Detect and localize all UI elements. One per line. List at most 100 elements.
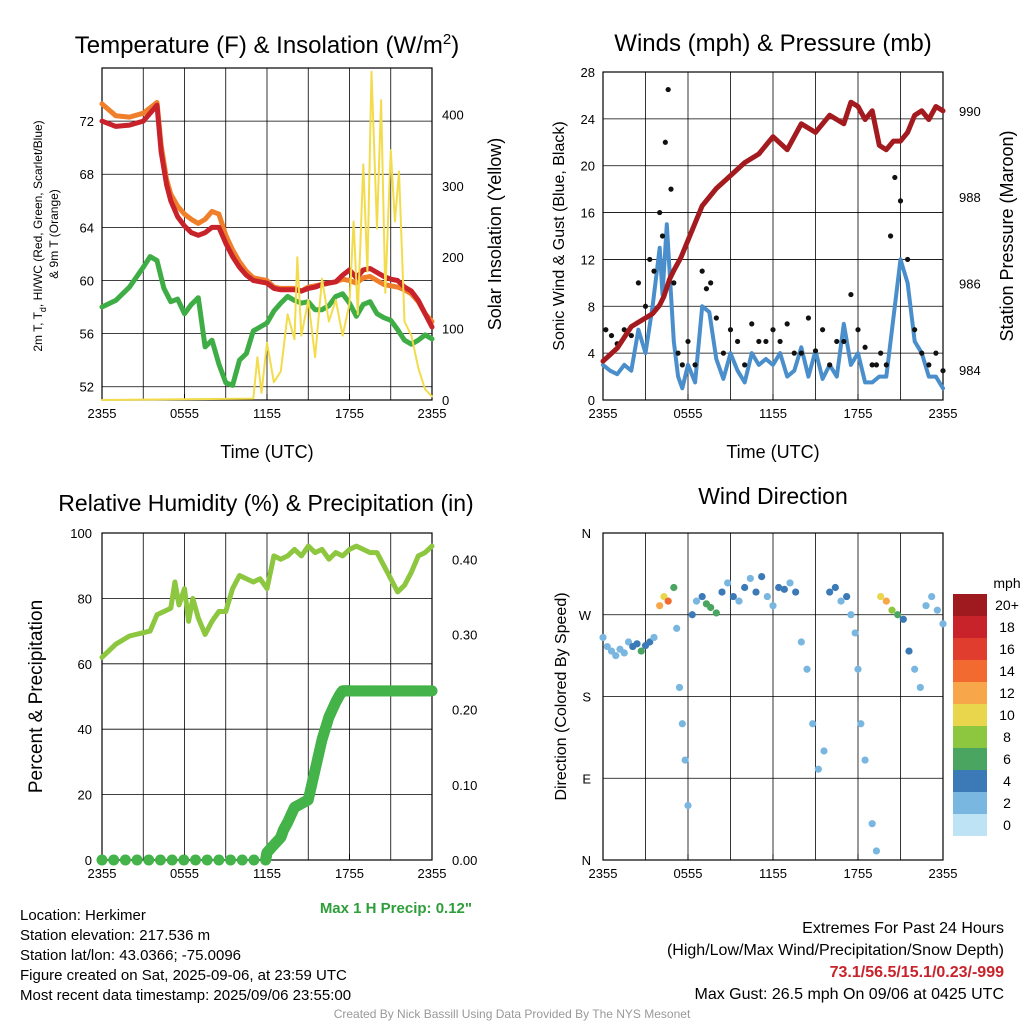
gust-point [608, 332, 615, 339]
y-tick-label: E [582, 771, 591, 786]
colorbar-swatch [953, 594, 987, 616]
gust-point [713, 315, 719, 321]
y2-tick-label: 990 [959, 104, 981, 119]
direction-point [847, 611, 855, 619]
colorbar-swatch [953, 682, 987, 704]
precip-point [213, 854, 225, 866]
chart-title-humidity: Relative Humidity (%) & Precipitation (i… [58, 490, 473, 516]
extremes-title: Extremes For Past 24 Hours [802, 920, 1004, 937]
direction-point [707, 603, 715, 612]
direction-point [786, 579, 794, 587]
gust-point [878, 350, 884, 356]
direction-point [724, 579, 732, 587]
colorbar-label: 0 [1003, 817, 1011, 833]
max-precip-annotation: Max 1 H Precip: 0.12" [320, 900, 472, 917]
colorbar-swatch [953, 726, 987, 748]
title-text: Temperature (F) & Insolation (W/m [75, 32, 443, 59]
gust-point [642, 303, 649, 309]
direction-point [763, 592, 771, 601]
extremes-values: 73.1/56.5/15.1/0.23/-999 [829, 964, 1004, 981]
y-tick-label: S [582, 690, 591, 705]
y2-tick-label: 0.00 [452, 853, 477, 868]
precip-point [225, 854, 237, 866]
direction-point [660, 592, 668, 601]
direction-point [882, 597, 890, 605]
direction-point [922, 602, 930, 610]
gust-point [873, 362, 880, 368]
chart-title-temperature: Temperature (F) & Insolation (W/m2) [75, 31, 459, 59]
gust-point [883, 362, 889, 368]
gust-point [734, 338, 741, 345]
x-tick-label: 0555 [170, 406, 199, 421]
gust-point [827, 362, 833, 368]
y-axis-label: Direction (Colored By Speed) [553, 592, 570, 800]
gust-point [720, 350, 727, 356]
direction-point [854, 665, 862, 673]
direction-point [698, 592, 706, 601]
direction-point [928, 592, 936, 601]
direction-point [857, 720, 865, 728]
direction-point [769, 602, 777, 610]
precip-point [96, 854, 108, 866]
y2-tick-label: 100 [442, 322, 464, 337]
y-tick-label: W [579, 608, 592, 623]
gust-point [679, 362, 685, 368]
relative-humidity-line [99, 543, 435, 660]
y2-tick-label: 988 [959, 190, 981, 205]
x-axis-label: Time (UTC) [726, 442, 819, 462]
colorbar-swatch [953, 814, 987, 836]
gust-point [635, 280, 642, 286]
ylabel-part: , HI/WC (Red, Green, Scarlet/Blue) [31, 120, 45, 307]
direction-point [729, 592, 737, 601]
gust-point [904, 256, 911, 263]
colorbar-label: 16 [999, 641, 1015, 657]
x-tick-label: 1755 [844, 866, 873, 881]
y2-tick-label: 0.20 [452, 703, 477, 718]
y-tick-label: 68 [80, 167, 94, 182]
direction-point [637, 647, 645, 655]
direction-point [894, 611, 902, 619]
direction-point [656, 602, 664, 610]
direction-point [735, 597, 743, 605]
direction-point [872, 847, 881, 855]
y-tick-label: 64 [80, 220, 94, 235]
gust-point [675, 350, 681, 356]
direction-point [681, 756, 689, 764]
x-tick-label: 1155 [759, 866, 787, 881]
direction-point [933, 606, 941, 614]
gust-point [897, 198, 904, 204]
panel-1: 2355 0555 1155 1755 2355 52 56 60 64 68 72 0 100 200 3… [80, 67, 464, 421]
y2-tick-label: 0.30 [452, 627, 477, 642]
y-axis-label: Percent & Precipitation [26, 600, 47, 793]
x-tick-label: 2355 [418, 866, 447, 881]
direction-point [712, 609, 720, 617]
direction-point [792, 588, 800, 596]
precip-point [236, 854, 248, 866]
direction-point [939, 620, 947, 628]
direction-point [868, 820, 876, 828]
direction-point [675, 683, 684, 692]
precip-point [166, 854, 178, 866]
x-tick-label: 0555 [170, 866, 199, 881]
temperature-series-4 [101, 70, 433, 401]
gust-point [912, 327, 918, 333]
x-axis-label: Time (UTC) [220, 442, 313, 462]
colorbar-swatch [953, 704, 987, 726]
gust-point [665, 86, 671, 93]
gust-point [869, 362, 875, 368]
gust-point [763, 338, 769, 345]
gust-point [671, 280, 677, 286]
y-tick-label: 24 [581, 112, 595, 127]
direction-point [746, 574, 754, 583]
y-tick-label: N [582, 853, 591, 868]
colorbar-swatch [953, 770, 987, 792]
gust-point [603, 327, 609, 333]
colorbar-title: mph [993, 575, 1020, 591]
direction-point [624, 638, 633, 646]
direction-point [905, 647, 913, 655]
direction-point [916, 683, 924, 692]
ylabel-subscript: d [38, 307, 48, 312]
direction-point [603, 642, 611, 651]
gust-point [819, 327, 826, 333]
